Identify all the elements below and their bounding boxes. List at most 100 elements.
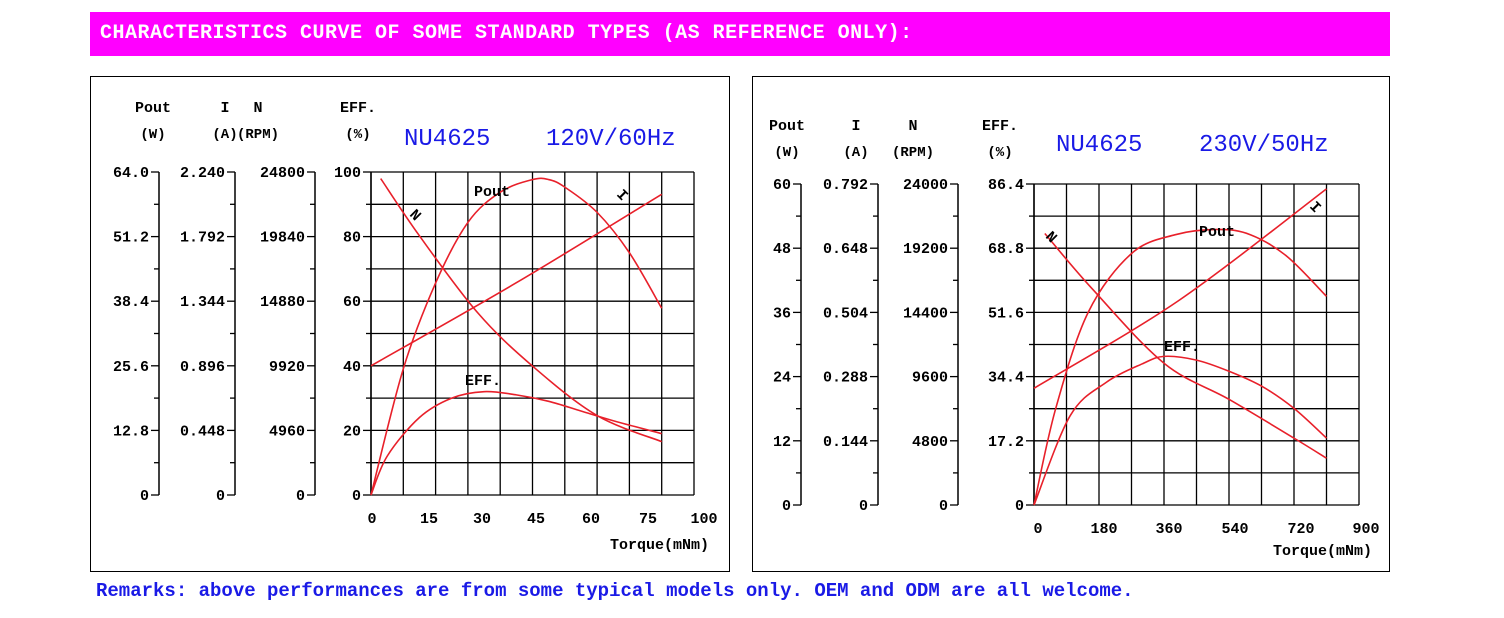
y-tick-label: 86.4	[988, 177, 1024, 194]
series-label: EFF.	[465, 373, 501, 390]
y-tick-label: 19840	[260, 230, 305, 247]
y-tick-label: 17.2	[988, 434, 1024, 451]
x-tick-label: 900	[1352, 521, 1379, 538]
x-tick-label: 45	[527, 511, 545, 528]
y-tick-label: 4800	[912, 434, 948, 451]
x-tick-label: 100	[690, 511, 717, 528]
y-tick-label: 48	[773, 241, 791, 258]
axis-name: I	[220, 100, 229, 117]
y-tick-label: 0	[859, 498, 868, 515]
y-tick-label: 0	[216, 488, 225, 505]
x-tick-label: 0	[1033, 521, 1042, 538]
y-tick-label: 68.8	[988, 241, 1024, 258]
x-tick-label: 15	[420, 511, 438, 528]
x-tick-label: 30	[473, 511, 491, 528]
x-axis-label: Torque(mNm)	[610, 537, 709, 554]
y-tick-label: 1.344	[180, 294, 225, 311]
series-label: Pout	[1199, 224, 1235, 241]
series-label: N	[1041, 229, 1059, 247]
series-line-n	[1044, 232, 1327, 459]
y-tick-label: 2.240	[180, 165, 225, 182]
y-tick-label: 51.2	[113, 230, 149, 247]
series-label: N	[405, 207, 423, 225]
y-tick-label: 0	[782, 498, 791, 515]
y-tick-label: 25.6	[113, 359, 149, 376]
y-tick-label: 51.6	[988, 305, 1024, 322]
y-tick-label: 12	[773, 434, 791, 451]
y-tick-label: 0	[1015, 498, 1024, 515]
y-tick-label: 19200	[903, 241, 948, 258]
y-tick-label: 20	[343, 423, 361, 440]
x-tick-label: 60	[582, 511, 600, 528]
y-tick-label: 4960	[269, 423, 305, 440]
y-tick-label: 0.792	[823, 177, 868, 194]
y-tick-label: 12.8	[113, 423, 149, 440]
series-line-eff	[370, 390, 662, 496]
y-tick-label: 80	[343, 230, 361, 247]
series-label: I	[612, 187, 630, 205]
axis-unit: (A)	[212, 127, 237, 143]
axis-unit: (W)	[140, 127, 165, 143]
axis-unit: (RPM)	[892, 145, 934, 161]
axis-unit: (%)	[345, 127, 370, 143]
y-tick-label: 0.288	[823, 370, 868, 387]
y-tick-label: 0	[939, 498, 948, 515]
chart-panel-230v: NU4625 230V/50Hz Pout (W) 60 48 36 24 12 0 I (A) 0.7…	[752, 76, 1390, 572]
chart-panel-120v: NU4625 120V/60Hz Pout (W) 64.0 51.2 38.4 25.6 12…	[90, 76, 730, 572]
axis-unit: (A)	[843, 145, 868, 161]
y-tick-label: 0.648	[823, 241, 868, 258]
axis-name: Pout	[769, 118, 805, 135]
axis-name: EFF.	[340, 100, 376, 117]
y-tick-label: 0.896	[180, 359, 225, 376]
series-line-pout	[1033, 228, 1328, 506]
y-tick-label: 14400	[903, 305, 948, 322]
series-label: Pout	[474, 184, 510, 201]
y-tick-label: 0	[140, 488, 149, 505]
x-axis-label: Torque(mNm)	[1273, 543, 1372, 560]
y-tick-label: 14880	[260, 294, 305, 311]
y-tick-label: 38.4	[113, 294, 149, 311]
y-tick-label: 24	[773, 370, 791, 387]
series-label: I	[1305, 199, 1323, 217]
y-tick-label: 0.144	[823, 434, 868, 451]
axis-unit: (%)	[987, 145, 1012, 161]
x-tick-label: 360	[1155, 521, 1182, 538]
y-tick-label: 1.792	[180, 230, 225, 247]
y-tick-label: 9600	[912, 370, 948, 387]
x-tick-label: 0	[367, 511, 376, 528]
x-tick-label: 720	[1287, 521, 1314, 538]
y-tick-label: 100	[334, 165, 361, 182]
axis-name: EFF.	[982, 118, 1018, 135]
chart-120v: NU4625 120V/60Hz Pout (W) 64.0 51.2 38.4 25.6 12…	[113, 100, 718, 554]
axis-unit: (RPM)	[237, 127, 279, 143]
y-tick-label: 24000	[903, 177, 948, 194]
chart-model: NU4625	[1056, 132, 1142, 159]
series-line-n	[380, 178, 662, 443]
axis-name: I	[851, 118, 860, 135]
series-line-pout	[370, 177, 663, 496]
axis-name: N	[253, 100, 262, 117]
y-tick-label: 0.448	[180, 423, 225, 440]
y-tick-label: 60	[343, 294, 361, 311]
chart-model: NU4625	[404, 126, 490, 153]
y-tick-label: 60	[773, 177, 791, 194]
chart-rating: 120V/60Hz	[546, 126, 676, 153]
y-tick-label: 0	[296, 488, 305, 505]
axis-unit: (W)	[774, 145, 799, 161]
series-line-eff	[1033, 355, 1328, 506]
axis-name: N	[908, 118, 917, 135]
x-tick-label: 540	[1221, 521, 1248, 538]
y-tick-label: 0.504	[823, 305, 868, 322]
y-tick-label: 0	[352, 488, 361, 505]
series-label: EFF.	[1164, 339, 1200, 356]
series-line-i	[1033, 188, 1327, 389]
chart-230v: NU4625 230V/50Hz Pout (W) 60 48 36 24 12 0 I (A) 0.7…	[769, 118, 1380, 560]
y-tick-label: 40	[343, 359, 361, 376]
page-banner: CHARACTERISTICS CURVE OF SOME STANDARD T…	[90, 12, 1390, 56]
y-tick-label: 36	[773, 305, 791, 322]
y-tick-label: 9920	[269, 359, 305, 376]
y-tick-label: 24800	[260, 165, 305, 182]
y-tick-label: 34.4	[988, 370, 1024, 387]
series-line-i	[370, 193, 663, 367]
y-tick-label: 64.0	[113, 165, 149, 182]
